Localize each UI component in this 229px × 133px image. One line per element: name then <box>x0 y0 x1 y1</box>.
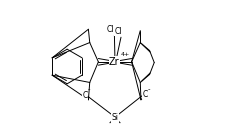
Text: Si: Si <box>111 113 118 122</box>
Text: -: - <box>147 86 150 92</box>
Text: Zr: Zr <box>109 57 119 67</box>
Text: Cl: Cl <box>114 27 122 36</box>
Text: C: C <box>82 91 87 100</box>
Text: C: C <box>142 90 147 99</box>
Text: -: - <box>88 86 90 92</box>
Text: Cl: Cl <box>106 25 114 34</box>
Text: 4+: 4+ <box>120 51 129 57</box>
